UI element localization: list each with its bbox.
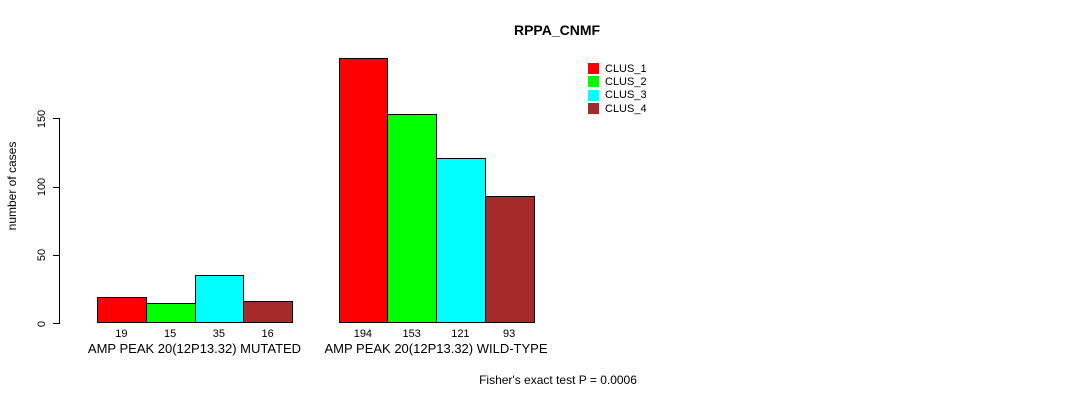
y-tick-mark — [53, 186, 59, 188]
bar-clus_3-group1 — [194, 275, 245, 323]
bar-value-label: 93 — [503, 328, 516, 340]
legend-swatch-clus_2 — [588, 76, 599, 88]
y-tick-mark — [53, 254, 59, 256]
y-tick-label: 50 — [36, 249, 48, 262]
legend-item-clus_2: CLUS_2 — [588, 75, 647, 88]
bar-value-label: 121 — [451, 328, 470, 340]
legend-swatch-clus_4 — [588, 103, 599, 115]
legend-item-clus_1: CLUS_1 — [588, 62, 647, 75]
x-category-label: AMP PEAK 20(12P13.32) WILD-TYPE — [324, 341, 548, 356]
bar-clus_3-group2 — [436, 157, 486, 323]
bar-clus_1-group1 — [97, 297, 147, 323]
legend-label: CLUS_2 — [605, 75, 647, 88]
legend: CLUS_1 CLUS_2 CLUS_3 CLUS_4 — [588, 62, 647, 115]
bar-value-label: 35 — [212, 328, 225, 340]
y-tick-mark — [53, 323, 59, 324]
bar-clus_2-group2 — [387, 114, 437, 323]
y-axis-line — [59, 118, 60, 324]
legend-swatch-clus_3 — [588, 89, 599, 101]
y-tick-label: 0 — [36, 320, 48, 327]
x-category-label: AMP PEAK 20(12P13.32) MUTATED — [87, 341, 302, 356]
bar-clus_4-group2 — [484, 196, 535, 323]
y-tick-mark — [53, 118, 59, 120]
bar-value-label: 194 — [353, 328, 373, 340]
legend-label: CLUS_4 — [605, 102, 647, 115]
annotation-text: Fisher's exact test P = 0.0006 — [479, 373, 637, 387]
bar-clus_1-group2 — [338, 58, 389, 323]
legend-label: CLUS_1 — [605, 62, 647, 75]
chart-title: RPPA_CNMF — [513, 22, 601, 38]
y-tick-label: 150 — [36, 109, 48, 128]
bar-value-label: 153 — [402, 328, 421, 340]
bar-value-label: 15 — [164, 328, 177, 340]
legend-swatch-clus_1 — [588, 63, 599, 75]
bar-value-label: 16 — [261, 328, 274, 340]
bar-clus_4-group1 — [243, 301, 293, 323]
legend-label: CLUS_3 — [605, 89, 647, 102]
y-tick-label: 100 — [36, 177, 48, 197]
legend-item-clus_4: CLUS_4 — [588, 102, 647, 115]
legend-item-clus_3: CLUS_3 — [588, 89, 647, 102]
bar-clus_2-group1 — [145, 302, 196, 323]
y-axis-title: number of cases — [5, 141, 19, 231]
bar-value-label: 19 — [115, 328, 128, 340]
